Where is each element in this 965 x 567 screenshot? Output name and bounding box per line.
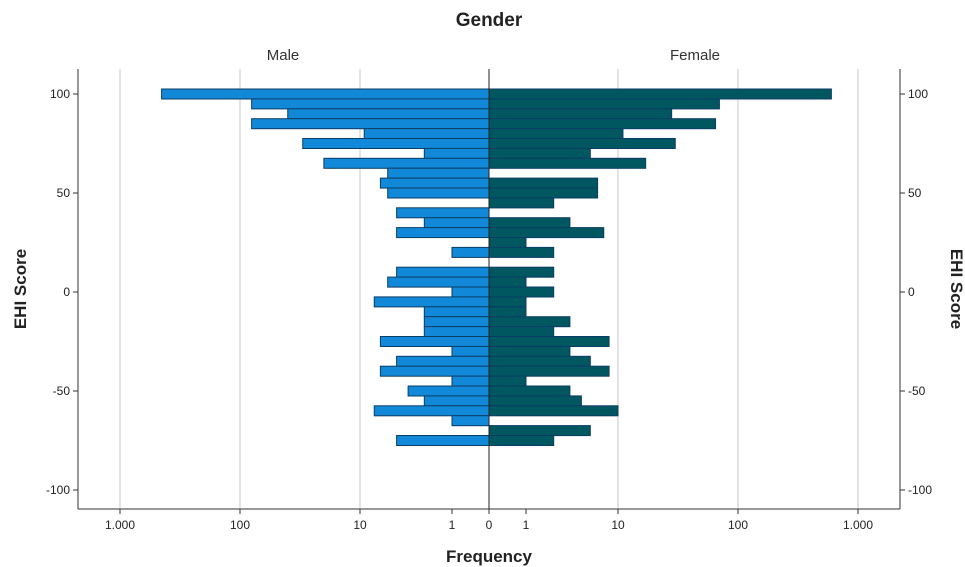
- male-bar: [451, 375, 490, 387]
- x-tick-label: 10: [353, 518, 367, 532]
- x-tick-label: 10: [611, 518, 625, 532]
- male-bar: [396, 227, 490, 239]
- male-bar: [396, 435, 490, 446]
- male-bar: [396, 207, 490, 219]
- x-tick-label: 100: [728, 518, 748, 532]
- female-bar: [488, 108, 673, 120]
- female-bar: [488, 336, 610, 347]
- male-bar: [302, 138, 490, 149]
- male-bar: [379, 336, 490, 347]
- x-tick-label: 1: [449, 518, 456, 532]
- female-bar: [488, 365, 610, 377]
- x-axis-title: Frequency: [446, 547, 533, 566]
- y-axis-title-left: EHI Score: [11, 249, 30, 329]
- female-bar: [488, 118, 717, 130]
- male-bar: [451, 415, 490, 427]
- female-bar: [488, 246, 555, 258]
- male-bars: [161, 88, 490, 446]
- x-tick-label: 0: [486, 518, 493, 532]
- male-bar: [387, 276, 490, 288]
- male-bar: [423, 326, 490, 338]
- male-bar: [379, 177, 490, 189]
- female-bar: [488, 435, 555, 446]
- female-bar: [488, 425, 591, 437]
- x-tick-label: 1.000: [843, 518, 873, 532]
- female-bar: [488, 217, 571, 229]
- male-bar: [451, 246, 490, 258]
- legend-female: Female: [670, 47, 720, 64]
- male-bar: [423, 316, 490, 328]
- male-bar: [451, 286, 490, 298]
- x-tick-label: 100: [230, 518, 250, 532]
- male-bar: [251, 118, 490, 130]
- female-bar: [488, 227, 605, 239]
- y-axis-title-right: EHI Score: [947, 249, 965, 329]
- female-bar: [488, 405, 619, 417]
- female-bar: [488, 306, 527, 318]
- male-bar: [379, 365, 490, 377]
- male-bar: [287, 108, 490, 120]
- y-tick-label: -100: [908, 483, 932, 497]
- female-bar: [488, 355, 591, 367]
- male-bar: [373, 296, 490, 308]
- y-tick-label: -50: [53, 384, 71, 398]
- female-bar: [488, 395, 582, 407]
- female-bar: [488, 237, 527, 248]
- male-bar: [387, 167, 490, 179]
- male-bar: [423, 217, 490, 229]
- y-tick-label: 0: [63, 285, 70, 299]
- female-bar: [488, 128, 624, 140]
- female-bar: [488, 385, 571, 397]
- female-bar: [488, 276, 527, 288]
- male-bar: [387, 187, 490, 199]
- female-bar: [488, 197, 555, 209]
- male-bar: [423, 306, 490, 318]
- y-tick-label: 100: [908, 87, 928, 101]
- y-tick-label: 100: [50, 87, 70, 101]
- female-bar: [488, 98, 720, 110]
- y-tick-label: 50: [908, 186, 922, 200]
- male-bar: [423, 147, 490, 159]
- x-axis: 1.000 100 10 1 0 1 10 100 1.000: [105, 509, 873, 532]
- legend-male: Male: [267, 47, 300, 64]
- male-bar: [423, 395, 490, 407]
- plot-frame: [77, 69, 901, 510]
- female-bar: [488, 138, 676, 149]
- female-bar: [488, 375, 527, 387]
- y-axis-left: 100 50 0 -50 -100: [46, 87, 78, 497]
- y-axis-right: 100 50 0 -50 -100: [900, 87, 932, 497]
- male-bar: [363, 128, 490, 140]
- female-bar: [488, 326, 555, 338]
- female-bar: [488, 177, 599, 189]
- female-bar: [488, 187, 599, 199]
- y-tick-label: 0: [908, 285, 915, 299]
- male-bar: [251, 98, 490, 110]
- male-bar: [373, 405, 490, 417]
- x-tick-label: 1.000: [105, 518, 135, 532]
- chart-title: Gender: [456, 10, 523, 31]
- male-bar: [396, 355, 490, 367]
- female-bar: [488, 88, 832, 100]
- male-bar: [161, 88, 490, 100]
- male-bar: [396, 266, 490, 278]
- y-tick-label: -100: [46, 483, 70, 497]
- x-tick-label: 1: [523, 518, 530, 532]
- male-bar: [451, 345, 490, 357]
- female-bars: [488, 88, 832, 446]
- male-bar: [407, 385, 490, 397]
- female-bar: [488, 296, 527, 308]
- female-bar: [488, 266, 555, 278]
- female-bar: [488, 147, 591, 159]
- male-bar: [323, 157, 490, 169]
- female-bar: [488, 316, 571, 328]
- y-tick-label: 50: [57, 186, 71, 200]
- female-bar: [488, 157, 647, 169]
- y-tick-label: -50: [908, 384, 926, 398]
- female-bar: [488, 345, 571, 357]
- female-bar: [488, 286, 555, 298]
